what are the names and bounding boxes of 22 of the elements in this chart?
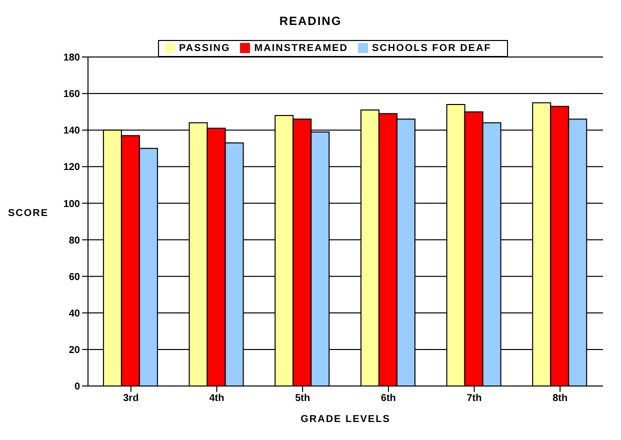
y-tick-label: 60 (68, 272, 80, 283)
y-tick-label: 40 (68, 308, 80, 320)
legend-label: MAINSTREAMED (254, 43, 348, 54)
y-tick-label: 140 (63, 126, 80, 137)
y-tick-label: 0 (74, 382, 80, 393)
y-tick-label: 80 (68, 235, 80, 246)
legend-label: SCHOOLS FOR DEAF (372, 43, 492, 54)
y-tick-label: 120 (63, 162, 80, 174)
x-tick-label: 6th (380, 393, 396, 404)
y-tick-label: 20 (68, 344, 80, 356)
x-tick-label: 4th (209, 393, 224, 404)
legend-label: PASSING (179, 43, 230, 54)
x-tick-label: 5th (295, 393, 310, 404)
chart-title: READING (278, 13, 343, 30)
x-axis-title: GRADE LEVELS (300, 414, 390, 425)
x-tick-label: 3rd (123, 393, 139, 404)
x-tick-label: 7th (466, 393, 482, 404)
x-tick-label: 8th (552, 393, 568, 404)
y-tick-label: 180 (63, 52, 80, 64)
y-tick-label: 100 (63, 198, 80, 210)
y-tick-label: 160 (63, 89, 80, 100)
y-axis-title: SCORE (8, 208, 49, 219)
